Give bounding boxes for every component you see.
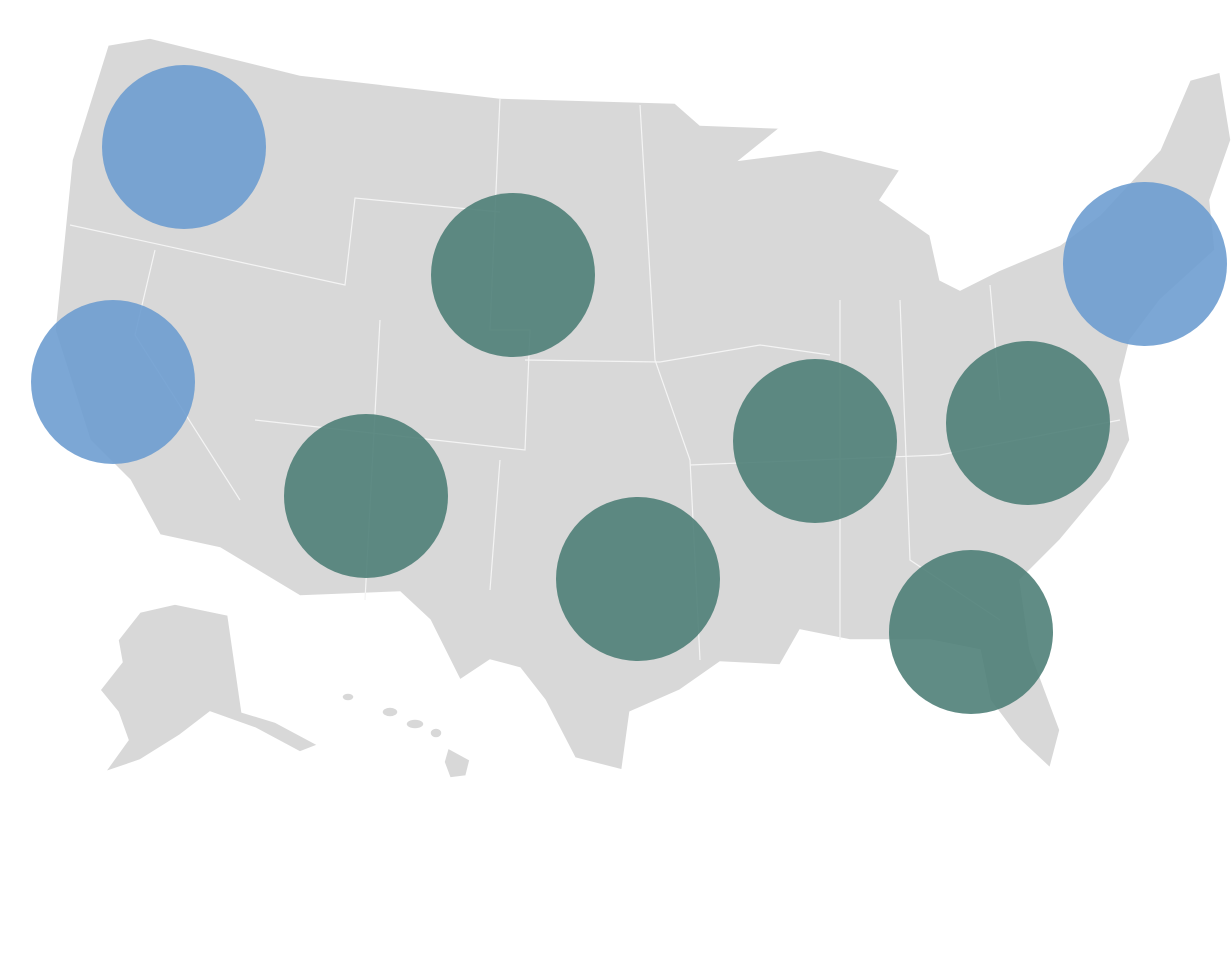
location-marker <box>889 550 1053 714</box>
location-marker <box>102 65 266 229</box>
border <box>524 344 831 363</box>
island <box>341 692 355 702</box>
island <box>443 746 471 779</box>
border <box>69 197 501 286</box>
island <box>381 706 399 718</box>
markers <box>31 65 1227 714</box>
location-marker <box>733 359 897 523</box>
hawaii <box>341 692 471 779</box>
location-marker <box>31 300 195 464</box>
alaska <box>99 603 320 774</box>
border <box>489 459 501 591</box>
location-marker <box>946 341 1110 505</box>
location-marker <box>556 497 720 661</box>
location-marker <box>1063 182 1227 346</box>
island <box>405 718 425 730</box>
location-marker <box>431 193 595 357</box>
island <box>429 727 443 739</box>
location-marker <box>284 414 448 578</box>
